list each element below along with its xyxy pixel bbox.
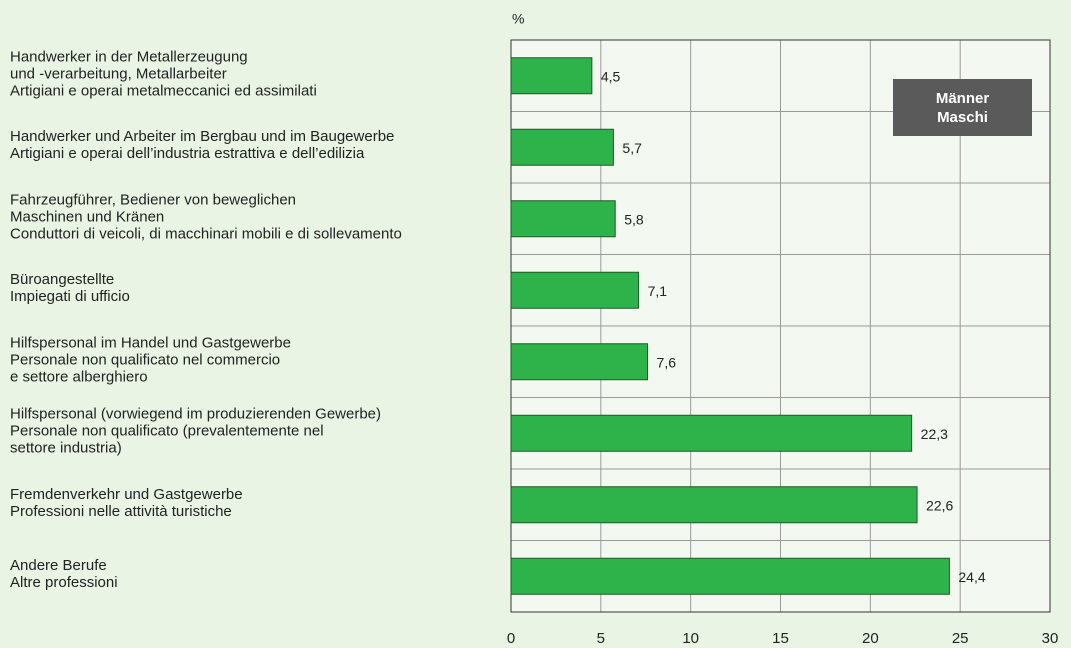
x-tick-label: 25 — [952, 630, 969, 647]
category-label: Fremdenverkehr und Gastgewerbe Professio… — [10, 485, 243, 520]
x-tick-label: 20 — [862, 630, 879, 647]
bar — [510, 414, 913, 452]
legend-box: Männer Maschi — [893, 79, 1032, 136]
x-tick-label: 30 — [1042, 630, 1059, 647]
category-label: Hilfspersonal im Handel und Gastgewerbe … — [10, 334, 291, 386]
bar — [510, 486, 918, 524]
value-label: 7,1 — [648, 283, 668, 299]
x-tick-label: 10 — [682, 630, 699, 647]
bar — [510, 200, 616, 238]
category-label: Handwerker und Arbeiter im Bergbau und i… — [10, 128, 395, 163]
plot-border — [510, 39, 1051, 613]
category-label: Büroangestellte Impiegati di ufficio — [10, 271, 130, 306]
value-label: 4,5 — [601, 68, 621, 84]
value-label: 7,6 — [657, 354, 677, 370]
x-tick-label: 5 — [597, 630, 605, 647]
bar — [510, 57, 593, 95]
value-label: 22,6 — [926, 497, 953, 513]
x-tick-label: 15 — [772, 630, 789, 647]
value-label: 24,4 — [958, 569, 985, 585]
axis-unit: % — [512, 11, 524, 27]
category-label: Handwerker in der Metallerzeugung und -v… — [10, 48, 317, 100]
bar — [510, 557, 950, 595]
value-label: 5,8 — [624, 211, 644, 227]
value-label: 5,7 — [622, 140, 642, 156]
bar — [510, 128, 614, 166]
bar — [510, 343, 649, 381]
bar — [510, 271, 640, 309]
category-label: Andere Berufe Altre professioni — [10, 557, 118, 592]
category-label: Hilfspersonal (vorwiegend im produzieren… — [10, 405, 382, 457]
x-tick-label: 0 — [507, 630, 515, 647]
category-label: Fahrzeugführer, Bediener von beweglichen… — [10, 191, 402, 243]
value-label: 22,3 — [921, 426, 948, 442]
